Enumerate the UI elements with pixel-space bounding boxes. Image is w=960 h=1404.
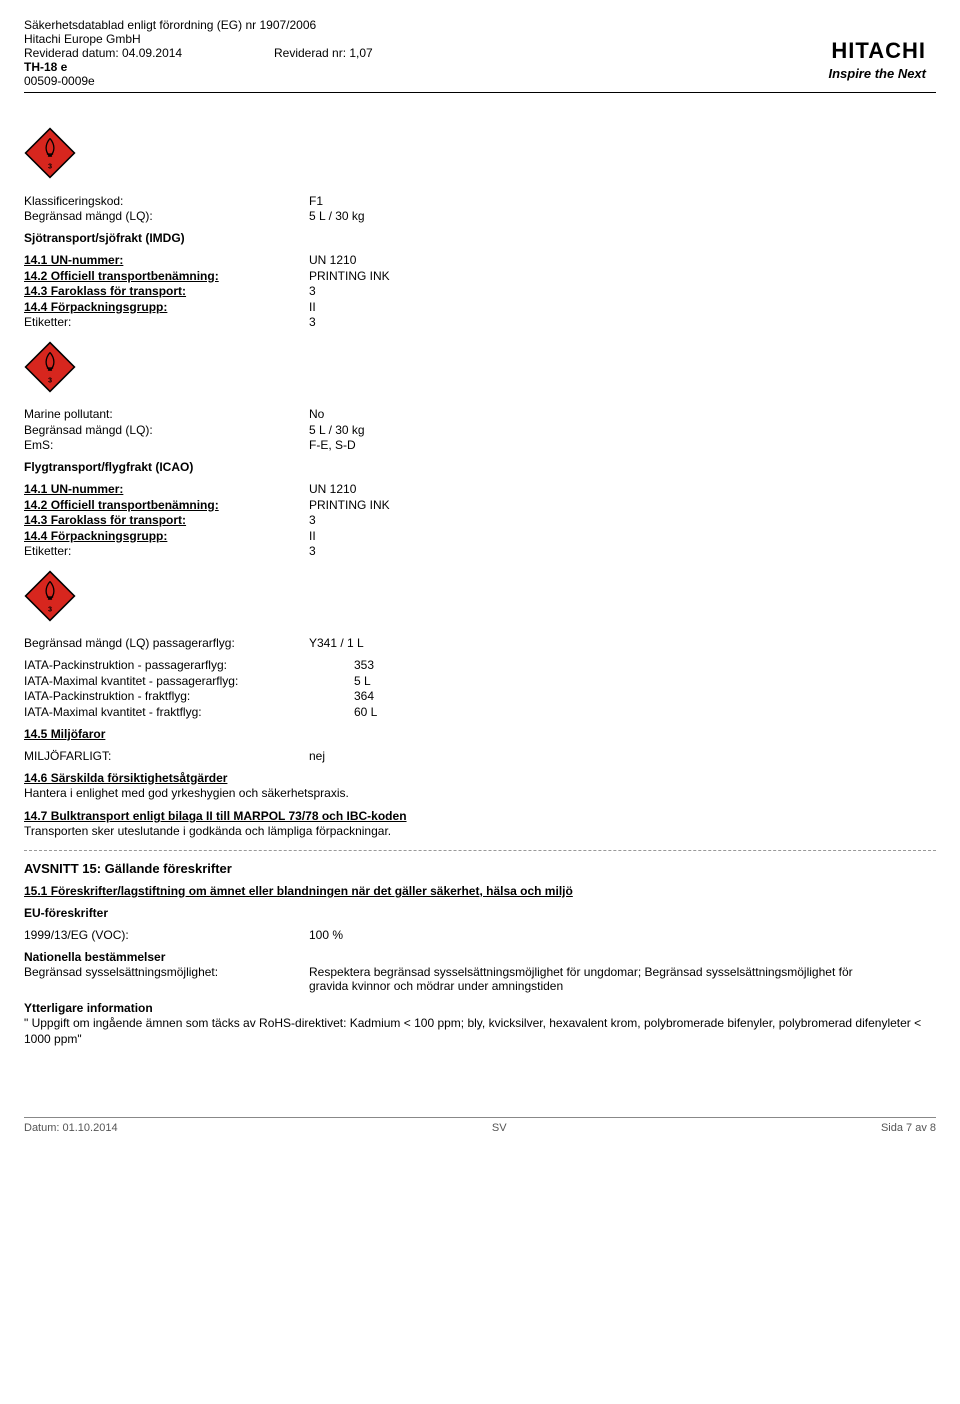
etik2-value: 3 [309, 544, 936, 558]
iata4-value: 60 L [354, 705, 936, 719]
pack2-value: II [309, 529, 936, 543]
hazard-diamond-icon: 3 [24, 570, 76, 622]
lq3-value: Y341 / 1 L [309, 636, 936, 650]
iata1-label: IATA-Packinstruktion - passagerarflyg: [24, 658, 354, 672]
off-label: 14.2 Officiell transportbenämning: [24, 269, 309, 283]
ems-label: EmS: [24, 438, 309, 452]
iata4-label: IATA-Maximal kvantitet - fraktflyg: [24, 705, 354, 719]
faro-label: 14.3 Faroklass för transport: [24, 284, 309, 298]
logo: HITACHI Inspire the Next [828, 38, 926, 81]
off2-value: PRINTING INK [309, 498, 936, 512]
sys-value: Respektera begränsad sysselsättningsmöjl… [309, 965, 869, 993]
etik2-label: Etiketter: [24, 544, 309, 558]
h146: 14.6 Särskilda försiktighetsåtgärder [24, 771, 936, 785]
header-code: 00509-0009e [24, 74, 936, 88]
header-product: TH-18 e [24, 60, 936, 74]
ytt-heading: Ytterligare information [24, 1001, 936, 1015]
header-rule [24, 92, 936, 93]
iata3-value: 364 [354, 689, 936, 703]
footer-rule [24, 1117, 936, 1118]
iata2-value: 5 L [354, 674, 936, 688]
lq-label: Begränsad mängd (LQ): [24, 209, 309, 223]
doc-header: Säkerhetsdatablad enligt förordning (EG)… [24, 18, 936, 88]
footer-page: Sida 7 av 8 [881, 1122, 936, 1134]
footer-lang: SV [492, 1122, 507, 1134]
un2-value: UN 1210 [309, 482, 936, 496]
iata3-label: IATA-Packinstruktion - fraktflyg: [24, 689, 354, 703]
icao-heading: Flygtransport/flygfrakt (ICAO) [24, 460, 936, 474]
nat-heading: Nationella bestämmelser [24, 950, 936, 964]
logo-text: HITACHI [828, 38, 926, 64]
un-value: UN 1210 [309, 253, 936, 267]
footer: Datum: 01.10.2014 SV Sida 7 av 8 [24, 1122, 936, 1134]
header-company: Hitachi Europe GmbH [24, 32, 936, 46]
header-title: Säkerhetsdatablad enligt förordning (EG)… [24, 18, 936, 32]
footer-date: Datum: 01.10.2014 [24, 1122, 118, 1134]
pack-value: II [309, 300, 936, 314]
miljo-heading: 14.5 Miljöfaror [24, 727, 936, 741]
header-rev-nr: Reviderad nr: 1,07 [274, 46, 373, 60]
off-value: PRINTING INK [309, 269, 936, 283]
un-label: 14.1 UN-nummer: [24, 253, 309, 267]
ems-value: F-E, S-D [309, 438, 936, 452]
voc-value: 100 % [309, 928, 936, 942]
un2-label: 14.1 UN-nummer: [24, 482, 309, 496]
p147: Transporten sker uteslutande i godkända … [24, 824, 936, 840]
mp-value: No [309, 407, 936, 421]
sec15-title: AVSNITT 15: Gällande föreskrifter [24, 861, 936, 876]
iata1-value: 353 [354, 658, 936, 672]
lq-value: 5 L / 30 kg [309, 209, 936, 223]
faro2-value: 3 [309, 513, 936, 527]
lq2-label: Begränsad mängd (LQ): [24, 423, 309, 437]
hazard-diamond-icon: 3 [24, 127, 76, 179]
header-rev-date: Reviderad datum: 04.09.2014 [24, 46, 274, 60]
etik-label: Etiketter: [24, 315, 309, 329]
lq3-label: Begränsad mängd (LQ) passagerarflyg: [24, 636, 309, 650]
eu-heading: EU-föreskrifter [24, 906, 936, 920]
etik-value: 3 [309, 315, 936, 329]
pack2-label: 14.4 Förpackningsgrupp: [24, 529, 309, 543]
h147: 14.7 Bulktransport enligt bilaga II till… [24, 809, 936, 823]
p146: Hantera i enlighet med god yrkeshygien o… [24, 786, 936, 802]
faro2-label: 14.3 Faroklass för transport: [24, 513, 309, 527]
sys-label: Begränsad sysselsättningsmöjlighet: [24, 965, 309, 993]
voc-label: 1999/13/EG (VOC): [24, 928, 309, 942]
klass-label: Klassificeringskod: [24, 194, 309, 208]
svg-text:3: 3 [48, 375, 52, 384]
iata2-label: IATA-Maximal kvantitet - passagerarflyg: [24, 674, 354, 688]
pack-label: 14.4 Förpackningsgrupp: [24, 300, 309, 314]
lq2-value: 5 L / 30 kg [309, 423, 936, 437]
klass-value: F1 [309, 194, 936, 208]
off2-label: 14.2 Officiell transportbenämning: [24, 498, 309, 512]
h151: 15.1 Föreskrifter/lagstiftning om ämnet … [24, 884, 936, 898]
mp-label: Marine pollutant: [24, 407, 309, 421]
p-ytt: " Uppgift om ingående ämnen som täcks av… [24, 1016, 936, 1047]
imdg-heading: Sjötransport/sjöfrakt (IMDG) [24, 231, 936, 245]
logo-tagline: Inspire the Next [828, 66, 926, 81]
mf-value: nej [309, 749, 936, 763]
svg-text:3: 3 [48, 604, 52, 613]
faro-value: 3 [309, 284, 936, 298]
section-divider [24, 850, 936, 851]
mf-label: MILJÖFARLIGT: [24, 749, 309, 763]
svg-text:3: 3 [48, 162, 52, 171]
hazard-diamond-icon: 3 [24, 341, 76, 393]
